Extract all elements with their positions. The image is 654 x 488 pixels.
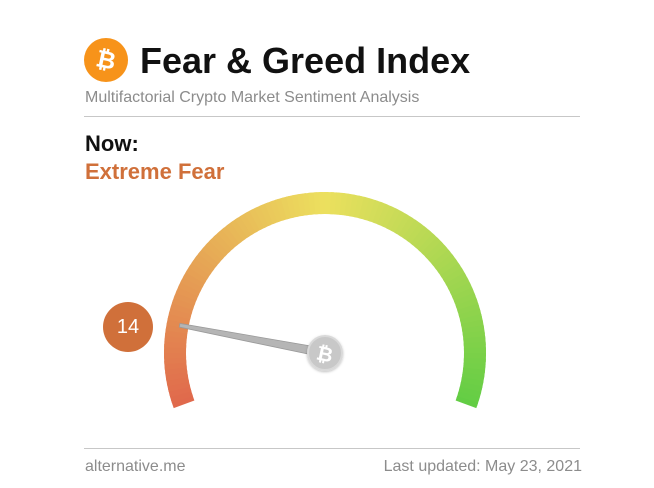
- gauge-needle: [178, 323, 327, 358]
- gauge-arc-segment: [221, 224, 242, 247]
- gauge-arc-segment: [437, 258, 461, 278]
- sentiment-classification: Extreme Fear: [85, 159, 225, 184]
- gauge-arc-segment: [402, 219, 423, 243]
- gauge-arc-segment: [225, 220, 246, 244]
- gauge-arc-segment: [244, 209, 263, 233]
- gauge-arc-segment: [234, 214, 254, 238]
- gauge-arc-segment: [209, 234, 231, 257]
- gauge-arc-segment: [421, 237, 444, 259]
- gauge-arc-segment: [198, 246, 221, 268]
- gauge-arc-segment: [440, 262, 464, 282]
- gauge-arc-segment: [445, 272, 469, 291]
- gauge-arc-segment: [194, 251, 218, 272]
- index-value-badge: 14: [103, 302, 153, 352]
- header-divider: [84, 116, 580, 117]
- gauge-arc-segment: [230, 217, 250, 241]
- gauge-arc-segment: [455, 395, 479, 409]
- gauge-arc-segment: [428, 245, 451, 266]
- gauge-arc-segment: [188, 260, 212, 280]
- bitcoin-logo-icon: ₿: [84, 38, 128, 82]
- gauge-arc-segment: [191, 255, 215, 276]
- page-subtitle: Multifactorial Crypto Market Sentiment A…: [85, 89, 420, 106]
- gauge-arc-segment: [424, 241, 447, 263]
- last-updated-text: Last updated: May 23, 2021: [383, 458, 582, 475]
- gauge-arc-segment: [442, 267, 467, 287]
- bitcoin-icon: ₿: [314, 341, 335, 368]
- gauge-arc-segment: [185, 264, 209, 284]
- gauge-arc-segment: [201, 242, 224, 264]
- gauge-arc-segment: [410, 226, 432, 249]
- gauge-arc-segment: [213, 231, 235, 254]
- gauge-hub: ₿: [307, 335, 343, 371]
- gauge-arc: [163, 192, 486, 409]
- gauge-arc-segment: [414, 229, 436, 252]
- gauge-arc-segment: [205, 238, 228, 260]
- gauge-arc-segment: [434, 253, 458, 274]
- gauge-arc-segment: [217, 227, 238, 250]
- gauge-arc-segment: [431, 249, 454, 270]
- gauge-arc-segment: [394, 213, 414, 237]
- source-link[interactable]: alternative.me: [85, 458, 186, 475]
- now-label: Now:: [85, 131, 139, 156]
- page-title: Fear & Greed Index: [140, 40, 471, 81]
- gauge-arc-segment: [239, 211, 259, 236]
- footer-divider: [84, 448, 580, 449]
- gauge-arc-segment: [398, 216, 418, 240]
- gauge-arc-segment: [406, 222, 427, 246]
- gauge-arc-segment: [418, 233, 440, 256]
